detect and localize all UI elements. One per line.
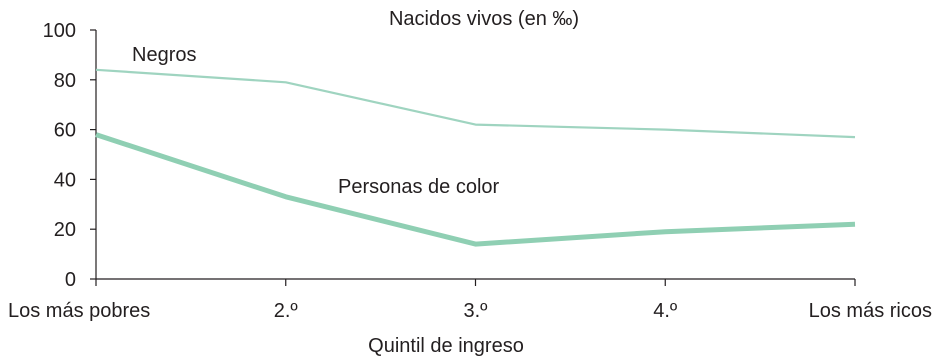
x-tick-label: 3.º <box>464 300 489 322</box>
chart-title: Nacidos vivos (en ‰) <box>389 8 579 30</box>
x-tick-label: 2.º <box>274 300 299 322</box>
y-axis: 0 20 40 60 80 100 <box>43 20 97 291</box>
y-tick-label: 100 <box>43 20 76 42</box>
series-label-personas-de-color: Personas de color <box>338 176 500 198</box>
y-tick-label: 80 <box>54 70 76 92</box>
y-tick-label: 0 <box>65 269 76 291</box>
x-tick-label: Los más pobres <box>8 300 150 322</box>
x-tick-label: 4.º <box>653 300 678 322</box>
y-tick-label: 40 <box>54 169 76 191</box>
x-axis: Los más pobres 2.º 3.º 4.º Los más ricos <box>8 278 932 322</box>
series-line-personas-de-color <box>95 132 856 247</box>
y-tick-label: 20 <box>54 219 76 241</box>
series-layer <box>95 68 856 247</box>
x-axis-title: Quintil de ingreso <box>368 335 524 357</box>
x-tick-label: Los más ricos <box>809 300 932 322</box>
y-tick-label: 60 <box>54 120 76 142</box>
series-line-negros <box>95 68 856 139</box>
series-label-negros: Negros <box>132 44 196 66</box>
